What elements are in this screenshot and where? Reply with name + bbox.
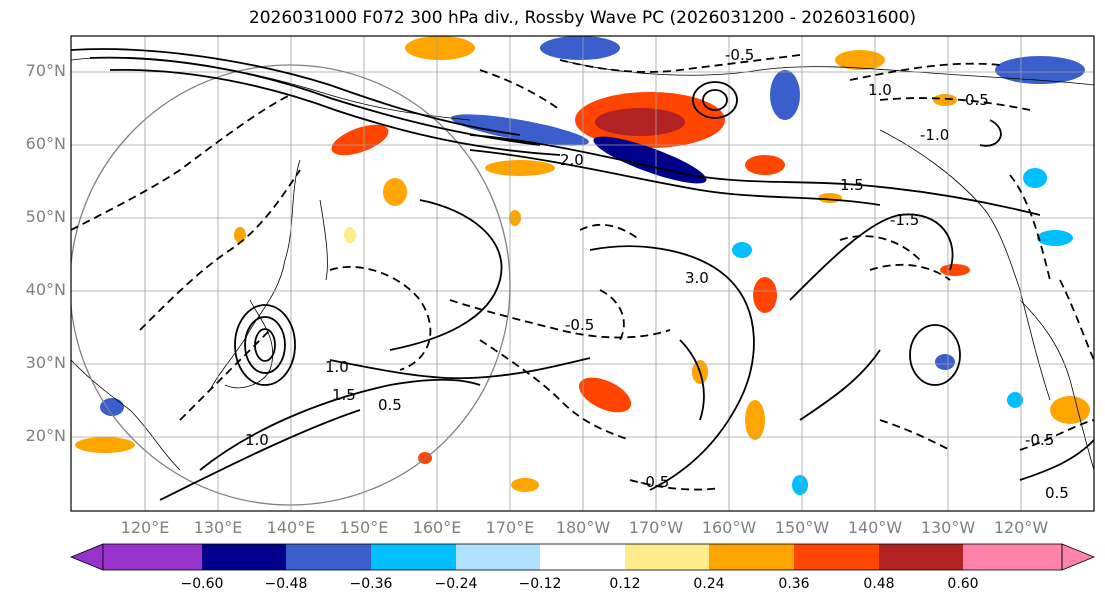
colorbar-tick-label: 0.12 <box>609 576 641 592</box>
colorbar-extend-left <box>69 543 104 571</box>
contour-label: -1.5 <box>890 211 919 229</box>
lon-label-170e: 170°E <box>485 518 535 537</box>
colorbar-tick-label: 0.36 <box>778 576 810 592</box>
colorbar-frame <box>102 543 1063 571</box>
lon-label-160e: 160°E <box>412 518 462 537</box>
colorbar-bin <box>456 544 540 570</box>
colorbar-bin <box>286 544 371 570</box>
graticule <box>71 36 1094 511</box>
colorbar-tick-label: −0.48 <box>264 576 308 592</box>
lon-label-140w: 140°W <box>847 518 903 537</box>
contour-label: -0.5 <box>1025 431 1054 449</box>
colorbar-bin <box>879 544 963 570</box>
contour-label: 1.5 <box>332 386 356 404</box>
colorbar-tick-label: −0.60 <box>180 576 224 592</box>
map-frame <box>70 35 1095 512</box>
contour-label: 3.0 <box>685 269 709 287</box>
reference-circle <box>71 64 511 506</box>
contour-label: -0.5 <box>565 316 594 334</box>
contour-label: 2.0 <box>560 151 584 169</box>
colorbar-bin <box>202 544 286 570</box>
lon-label-180w: 180°W <box>555 518 611 537</box>
contour-label: 0.5 <box>1045 484 1069 502</box>
colorbar-bin <box>540 544 625 570</box>
contour-label: 1.0 <box>868 81 892 99</box>
colorbar-tick-label: −0.36 <box>349 576 393 592</box>
contour-label: 0.5 <box>378 396 402 414</box>
lon-label-130e: 130°E <box>193 518 243 537</box>
lat-label-50n: 50°N <box>25 207 66 226</box>
lon-label-170w: 170°W <box>628 518 684 537</box>
contour-label: 0.5 <box>965 91 989 109</box>
lon-label-140e: 140°E <box>266 518 316 537</box>
contour-label: 1.0 <box>245 431 269 449</box>
colorbar-bin <box>371 544 456 570</box>
lon-label-150w: 150°W <box>774 518 830 537</box>
lat-label-30n: 30°N <box>25 353 66 372</box>
colorbar-tick-label: 0.60 <box>947 576 979 592</box>
colorbar-tick-label: 0.24 <box>693 576 725 592</box>
lat-label-60n: 60°N <box>25 134 66 153</box>
contour-label: 1.0 <box>325 358 349 376</box>
colorbar-bin <box>709 544 794 570</box>
lat-label-70n: 70°N <box>25 61 66 80</box>
lon-label-130w: 130°W <box>920 518 976 537</box>
contour-label: 1.5 <box>840 176 864 194</box>
lat-label-40n: 40°N <box>25 280 66 299</box>
contour-label: -1.0 <box>920 126 949 144</box>
colorbar-bin <box>625 544 709 570</box>
colorbar-tick-label: 0.48 <box>863 576 895 592</box>
lon-label-120e: 120°E <box>120 518 170 537</box>
map-title: 2026031000 F072 300 hPa div., Rossby Wav… <box>248 8 917 28</box>
contour-label: -0.5 <box>640 473 669 491</box>
divergence-shading <box>75 36 1090 495</box>
colorbar-tick-label: −0.24 <box>434 576 478 592</box>
lon-label-120w: 120°W <box>993 518 1049 537</box>
lat-label-20n: 20°N <box>25 426 66 445</box>
colorbar-extend-right <box>1061 543 1096 571</box>
colorbar-tick-label: −0.12 <box>518 576 562 592</box>
negative-contours <box>71 54 1094 491</box>
colorbar-bin <box>963 544 1062 570</box>
contour-label: -0.5 <box>725 46 754 64</box>
colorbar-bin <box>794 544 879 570</box>
colorbar <box>69 543 1096 571</box>
lon-label-160w: 160°W <box>701 518 757 537</box>
positive-contours <box>71 48 1094 501</box>
colorbar-bin <box>103 544 202 570</box>
lon-label-150e: 150°E <box>339 518 389 537</box>
contour-labels: -0.5 1.0 0.5 -1.0 1.5 -1.5 3.0 2.0 -0.5 … <box>245 46 1069 502</box>
